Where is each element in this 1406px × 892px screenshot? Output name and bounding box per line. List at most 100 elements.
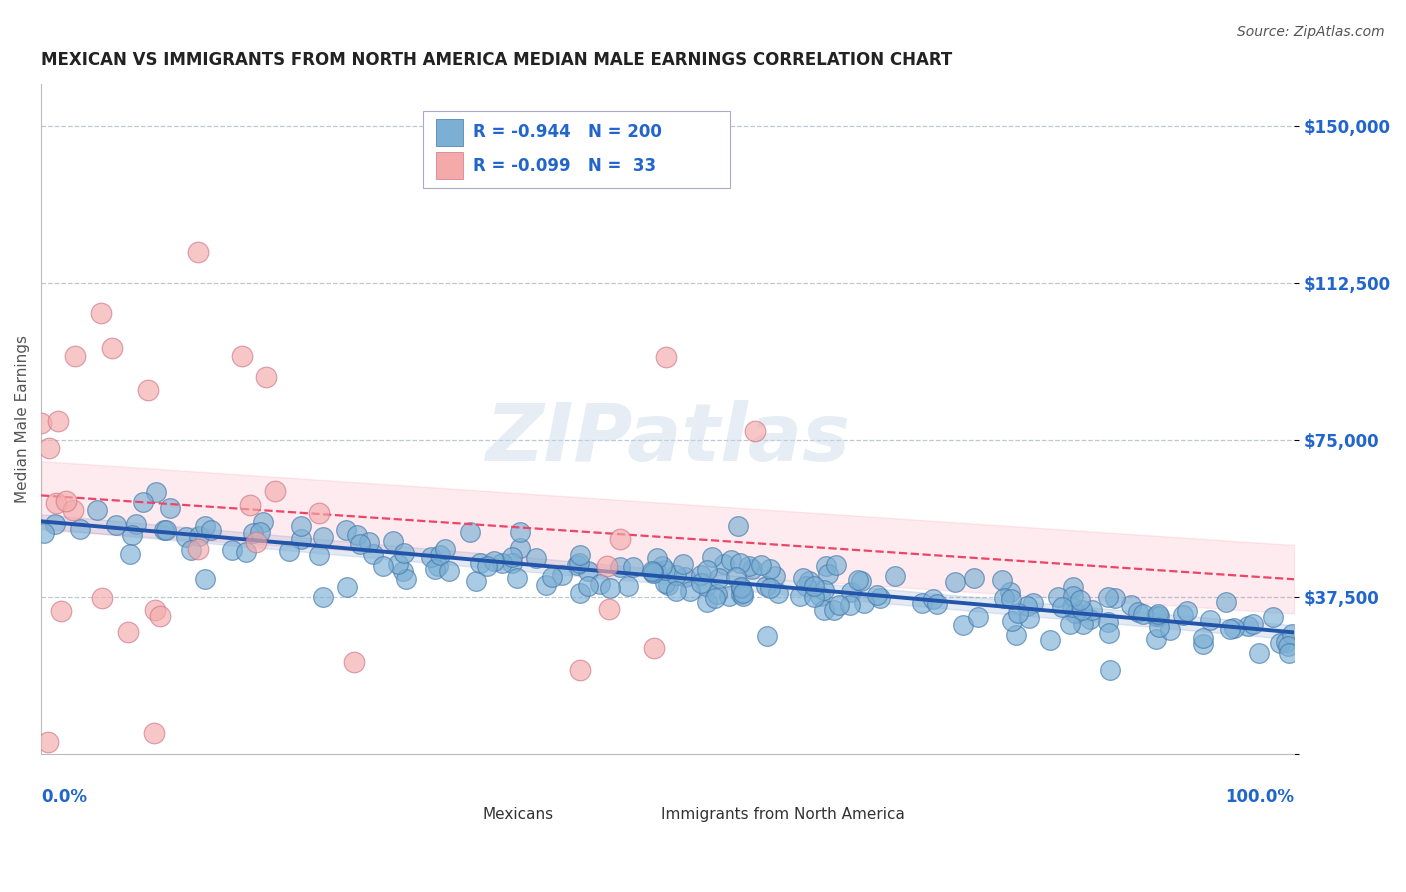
Point [609, 532, 631, 546]
Point [101, 341, 124, 355]
Point [718, 589, 741, 603]
Point [235, 545, 257, 559]
Point [665, 583, 688, 598]
Point [63, 349, 86, 363]
Point [1199, 613, 1222, 627]
Text: 0.0%: 0.0% [41, 788, 87, 805]
Point [1149, 609, 1171, 624]
Point [506, 571, 529, 585]
Point [720, 552, 742, 566]
Point [1281, 627, 1303, 641]
Point [152, 523, 174, 537]
Point [713, 557, 735, 571]
Point [392, 564, 415, 578]
Point [738, 559, 761, 574]
Point [308, 506, 330, 520]
Point [1060, 600, 1083, 615]
Point [1039, 633, 1062, 648]
Point [665, 568, 688, 582]
Point [336, 581, 359, 595]
Point [991, 573, 1014, 587]
Point [361, 547, 384, 561]
Point [1132, 607, 1154, 621]
Point [120, 547, 142, 561]
Point [707, 571, 730, 585]
Point [641, 566, 664, 580]
Point [1004, 628, 1026, 642]
Point [617, 579, 640, 593]
Point [1007, 607, 1029, 621]
Point [44, 517, 66, 532]
Point [759, 562, 782, 576]
Point [1171, 607, 1194, 622]
Point [149, 609, 172, 624]
Point [1277, 639, 1299, 653]
Point [828, 598, 851, 612]
Point [568, 664, 591, 678]
Point [866, 588, 889, 602]
Point [568, 557, 591, 571]
Point [797, 574, 820, 588]
Point [187, 244, 209, 259]
Point [38, 442, 60, 456]
Point [359, 534, 381, 549]
Point [55, 494, 77, 508]
Point [943, 574, 966, 589]
Text: MEXICAN VS IMMIGRANTS FROM NORTH AMERICA MEDIAN MALE EARNINGS CORRELATION CHART: MEXICAN VS IMMIGRANTS FROM NORTH AMERICA… [41, 51, 952, 69]
Point [727, 519, 749, 533]
Point [1241, 617, 1264, 632]
Point [104, 518, 127, 533]
Point [1047, 591, 1070, 605]
Point [382, 533, 405, 548]
Point [1064, 606, 1087, 620]
Point [124, 516, 146, 531]
Point [308, 548, 330, 562]
Point [706, 587, 728, 601]
Text: Immigrants from North America: Immigrants from North America [661, 807, 905, 822]
Point [962, 570, 984, 584]
Point [194, 518, 217, 533]
Point [1215, 595, 1237, 609]
Point [312, 530, 335, 544]
Point [803, 590, 825, 604]
Point [730, 581, 752, 595]
Point [1175, 604, 1198, 618]
Point [689, 575, 711, 590]
Point [188, 529, 211, 543]
Point [1069, 593, 1091, 607]
Point [967, 610, 990, 624]
Point [1261, 609, 1284, 624]
Point [672, 557, 695, 571]
Point [426, 559, 449, 574]
Point [1017, 599, 1039, 614]
Point [69, 522, 91, 536]
Point [824, 558, 846, 572]
Point [91, 591, 114, 605]
Point [1119, 598, 1142, 612]
Point [792, 571, 814, 585]
Point [679, 584, 702, 599]
Point [45, 496, 67, 510]
Point [491, 556, 513, 570]
Text: ZIPatlas: ZIPatlas [485, 401, 851, 478]
Point [62, 503, 84, 517]
Point [925, 597, 948, 611]
Point [239, 498, 262, 512]
Point [673, 570, 696, 584]
Y-axis label: Median Male Earnings: Median Male Earnings [15, 335, 30, 503]
Point [654, 563, 676, 577]
Point [335, 524, 357, 538]
Point [1191, 637, 1213, 651]
Point [437, 565, 460, 579]
Point [145, 485, 167, 500]
Point [1144, 608, 1167, 623]
Point [690, 568, 713, 582]
Point [290, 533, 312, 547]
Point [458, 524, 481, 539]
Point [420, 550, 443, 565]
Point [1222, 621, 1244, 635]
Text: Source: ZipAtlas.com: Source: ZipAtlas.com [1237, 25, 1385, 39]
Point [117, 624, 139, 639]
Point [589, 577, 612, 591]
Point [1078, 612, 1101, 626]
